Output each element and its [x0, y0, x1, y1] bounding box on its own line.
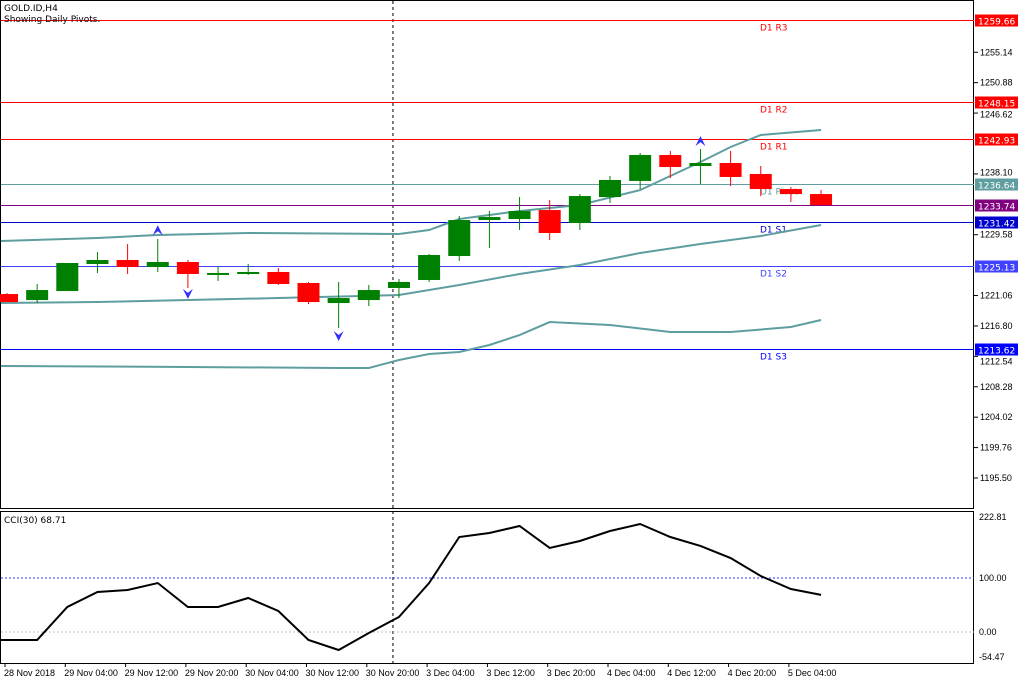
time-axis-label: 4 Dec 12:00 [667, 668, 716, 678]
candle-bull [448, 220, 471, 256]
fractal-down-arrow-icon [182, 288, 193, 299]
candle-bull [26, 290, 49, 301]
price-axis-tick: 1216.80 [980, 321, 1013, 331]
pivot-label: D1 S2 [760, 270, 787, 280]
time-axis-label: 5 Dec 04:00 [788, 668, 837, 678]
candle-bull [629, 154, 652, 181]
pivot-price-tag [975, 216, 1018, 229]
band-lower-line [0, 319, 822, 369]
candle-bull [418, 254, 441, 280]
price-axis-tick: 1195.50 [980, 473, 1012, 483]
pivot-label: D1 R2 [760, 106, 788, 116]
candle-bull [478, 217, 501, 221]
cci-axis-tick: 0.00 [979, 627, 997, 637]
candle-bull [146, 261, 169, 267]
band-middle-line [0, 224, 822, 305]
time-axis-label: 3 Dec 20:00 [547, 668, 596, 678]
time-axis-label: 30 Nov 04:00 [245, 668, 299, 678]
price-axis-tick: 1212.54 [980, 357, 1013, 367]
candle-bear [749, 173, 772, 190]
price-axis-tick: 1238.10 [980, 168, 1013, 178]
candle-bear [297, 282, 320, 303]
cci-line [1, 522, 822, 652]
candle-bull [599, 179, 621, 198]
fractal-up-arrow-icon [152, 225, 163, 236]
pivot-price-value: 1225.13 [978, 264, 1015, 274]
candle-bear [538, 210, 561, 234]
price-axis-tick: 1255.14 [980, 47, 1013, 57]
candle-bear [659, 154, 682, 167]
candle-bear [719, 162, 742, 177]
candle-bull [56, 262, 79, 292]
pivot-price-tag [975, 343, 1018, 356]
pivot-price-value: 1231.42 [978, 220, 1015, 230]
candle-bear [0, 294, 18, 303]
candle-bull [237, 271, 260, 274]
candle-bull [387, 281, 410, 288]
candle-bear [779, 189, 802, 195]
pivot-price-value: 1213.62 [978, 347, 1015, 357]
price-axis-tick: 1199.76 [980, 443, 1012, 453]
main-panel-frame [0, 0, 974, 509]
time-axis-label: 4 Dec 04:00 [607, 668, 656, 678]
pivot-price-value: 1236.64 [978, 182, 1015, 192]
bid-price-tag [975, 199, 1018, 212]
pivot-label: D1 S3 [760, 353, 787, 363]
candle-bull [508, 211, 531, 220]
pivot-price-tag [975, 178, 1018, 191]
pivot-price-tag [975, 14, 1018, 27]
price-axis-tick: 1229.58 [980, 230, 1013, 240]
cci-axis-tick: 100.00 [979, 573, 1007, 583]
candle-bear [176, 261, 199, 274]
pivot-price-value: 1248.15 [978, 100, 1015, 110]
candle-bull [689, 162, 712, 166]
pivot-label: D1 R1 [760, 143, 788, 153]
candle-bull [86, 259, 109, 264]
cci-axis-tick: 222.81 [979, 512, 1007, 522]
fractal-up-arrow-icon [695, 136, 706, 147]
cci-axis-tick: -54.47 [979, 652, 1005, 662]
time-axis-label: 29 Nov 04:00 [64, 668, 118, 678]
time-axis-label: 3 Dec 12:00 [486, 668, 535, 678]
pivot-label: D1 R3 [760, 24, 788, 34]
time-axis-label: 28 Nov 2018 [4, 668, 55, 678]
symbol-title: GOLD.ID,H4 [4, 4, 58, 14]
candle-bear [810, 194, 833, 206]
pivot-price-tag [975, 96, 1018, 109]
price-axis-tick: 1221.06 [980, 291, 1013, 301]
pivot-price-value: 1242.93 [978, 137, 1015, 147]
pivot-price-tag [975, 260, 1018, 273]
fractal-down-arrow-icon [333, 330, 344, 341]
price-axis-tick: 1204.02 [980, 412, 1013, 422]
price-axis-tick: 1250.88 [980, 78, 1013, 88]
candle-bull [357, 290, 380, 301]
candle-bull [327, 298, 350, 304]
price-axis-tick: 1246.62 [980, 110, 1013, 120]
pivot-price-tag [975, 133, 1018, 146]
time-axis-label: 30 Nov 12:00 [306, 668, 360, 678]
time-axis-label: 3 Dec 04:00 [426, 668, 475, 678]
price-axis-tick: 1208.28 [980, 382, 1013, 392]
time-axis-label: 29 Nov 20:00 [185, 668, 239, 678]
candle-bear [267, 271, 290, 284]
time-axis-label: 30 Nov 20:00 [366, 668, 420, 678]
cci-title: CCI(30) 68.71 [4, 516, 66, 526]
subtitle: Showing Daily Pivots. [4, 15, 100, 25]
candle-bear [116, 259, 139, 267]
pivot-label: D1 Pivot [760, 188, 798, 198]
candle-bull [207, 272, 230, 275]
pivot-label: D1 S1 [760, 226, 787, 236]
time-axis-label: 4 Dec 20:00 [728, 668, 777, 678]
time-axis-label: 29 Nov 12:00 [125, 668, 179, 678]
candle-bull [568, 196, 591, 224]
bid-price-value: 1233.74 [978, 203, 1015, 213]
pivot-price-value: 1259.66 [978, 18, 1015, 28]
